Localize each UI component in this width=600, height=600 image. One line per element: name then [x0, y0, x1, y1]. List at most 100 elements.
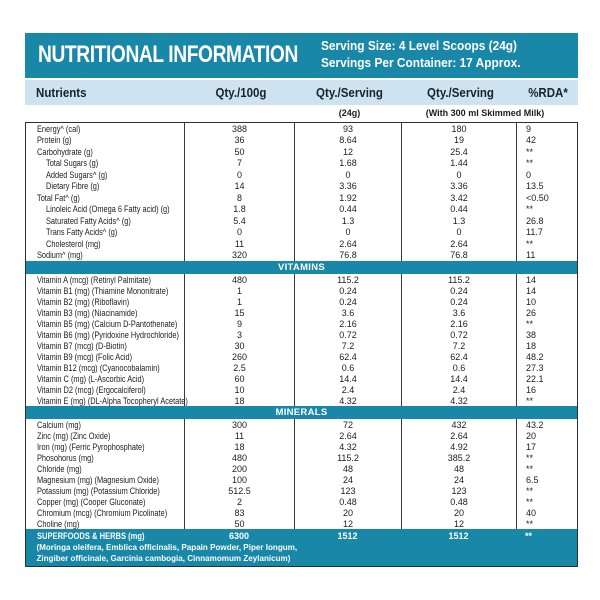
cell-qty-100g: 6300: [228, 530, 250, 541]
row-label: Vitamin B9 (mcg) (Folic Acid): [37, 351, 133, 362]
cell-qty-serving-milk: 0.44: [401, 203, 516, 215]
cell-qty-serving: 4.32: [294, 441, 401, 452]
superfoods-ingredients-line2: Zingiber officinale, Garcinia cambogia, …: [36, 552, 291, 563]
cell-qty-100g: 200: [184, 463, 294, 474]
cell-qty-serving-milk: 0.24: [401, 296, 516, 307]
row-label: Total Sugars (g): [46, 158, 99, 169]
row-label: Vitamin B7 (mcg) (D-Biotin): [37, 340, 127, 351]
cell-qty-serving-milk: 123: [401, 485, 516, 496]
cell-rda: **: [516, 157, 576, 169]
cell-qty-100g: 50: [184, 518, 294, 529]
row-label: SUPERFOODS & HERBS (mg): [37, 530, 145, 541]
cell-qty-serving: 24: [294, 474, 401, 485]
cell-rda: 9: [516, 123, 576, 135]
cell-qty-serving: 4.32: [294, 395, 401, 406]
cell-qty-serving-milk: 1.44: [401, 157, 516, 169]
cell-qty-serving: 2.16: [294, 318, 401, 329]
cell-rda: **: [516, 463, 576, 474]
cell-qty-100g: 260: [184, 351, 294, 362]
cell-qty-100g: 300: [184, 419, 294, 430]
cell-qty-serving: 12: [294, 146, 401, 158]
cell-rda: **: [516, 395, 576, 406]
cell-qty-serving: 0: [294, 169, 401, 181]
row-label: Chromium (mcg) (Chromium Picolinate): [37, 507, 168, 518]
table-row: Chloride (mg) 200 48 48 **: [26, 463, 577, 474]
cell-qty-serving: 2.4: [294, 384, 401, 395]
cell-qty-100g: 3: [184, 329, 294, 340]
row-label: Vitamin D2 (mcg) (Ergocalciferol): [37, 384, 146, 395]
cell-qty-serving: 7.2: [294, 340, 401, 351]
cell-qty-serving: 115.2: [294, 452, 401, 463]
cell-qty-serving: 1.3: [294, 215, 401, 227]
table-row: Vitamin B2 (mg) (Riboflavin) 1 0.24 0.24 10: [26, 296, 577, 307]
row-label: Choline (mg): [37, 518, 80, 529]
table-row: Dietary Fibre (g) 14 3.36 3.36 13.5: [26, 180, 577, 192]
cell-qty-serving-milk: 20: [401, 507, 516, 518]
row-label: Vitamin A (mcg) (Retinyl Palmitate): [37, 274, 152, 285]
row-label: Potassium (mg) (Potassium Chloride): [37, 485, 160, 496]
serving-size: Serving Size: 4 Level Scoops (24g): [321, 39, 518, 53]
cell-qty-serving: 0: [294, 226, 401, 238]
row-label: Magnesium (mg) (Magnesium Oxide): [37, 474, 159, 485]
row-label: Total Fat^ (g): [37, 192, 80, 203]
cell-qty-serving: 0.24: [294, 296, 401, 307]
row-label: Copper (mg) (Cooper Gluconate): [37, 496, 146, 507]
table-row: Iron (mg) (Ferric Pyrophosphate) 18 4.32 4.…: [26, 441, 577, 452]
cell-rda: **: [516, 146, 576, 158]
table-row: Vitamin A (mcg) (Retinyl Palmitate) 480 11…: [26, 274, 577, 285]
cell-rda: 10: [516, 296, 576, 307]
cell-rda: 14: [516, 274, 576, 285]
cell-qty-serving: 62.4: [294, 351, 401, 362]
cell-rda: 27.3: [516, 362, 576, 373]
table-row: Linoleic Acid (Omega 6 Fatty acid) (g) 1.…: [26, 203, 577, 215]
sub-header-skimmed-milk: (With 300 ml Skimmed Milk): [425, 108, 545, 118]
cell-qty-serving-milk: 0.48: [401, 496, 516, 507]
cell-rda: **: [516, 452, 576, 463]
row-label: Vitamin B1 (mg) (Thiamine Mononitrate): [37, 285, 169, 296]
serving-info: Serving Size: 4 Level Scoops (24g) Servi…: [321, 38, 521, 72]
cell-rda: 38: [516, 329, 576, 340]
table-row: Trans Fatty Acids^ (g) 0 0 0 11.7: [26, 226, 577, 238]
cell-qty-100g: 8: [184, 192, 294, 204]
cell-rda: **: [516, 203, 576, 215]
row-label: Energy^ (cal): [37, 123, 81, 134]
table-row: Vitamin B5 (mg) (Calcium D-Pantothenate)…: [26, 318, 577, 329]
table-row: Vitamin B3 (mg) (Niacinamide) 15 3.6 3.6 26: [26, 307, 577, 318]
cell-qty-serving-milk: 0: [401, 226, 516, 238]
cell-qty-100g: 100: [184, 474, 294, 485]
column-header-qty-serving-milk: Qty./Serving: [427, 85, 494, 100]
table-row: Vitamin B1 (mg) (Thiamine Mononitrate) 1 0…: [26, 285, 577, 296]
column-header-row: Nutrients Qty./100g Qty./Serving Qty./Se…: [25, 80, 578, 105]
table-row: Protein (g) 36 8.64 19 42: [26, 134, 577, 146]
row-label: Vitamin B3 (mg) (Niacinamide): [37, 307, 138, 318]
cell-qty-serving-milk: 19: [401, 134, 516, 146]
table-row: Choline (mg) 50 12 12 **: [26, 518, 577, 529]
title-band: NUTRITIONAL INFORMATION Serving Size: 4 …: [25, 33, 578, 78]
cell-rda: 18: [516, 340, 576, 351]
cell-rda: 11: [516, 249, 576, 261]
cell-qty-100g: 36: [184, 134, 294, 146]
table-row: Potassium (mg) (Potassium Chloride) 512.5…: [26, 485, 577, 496]
cell-rda: 6.5: [516, 474, 576, 485]
table-row: Zinc (mg) (Zinc Oxide) 11 2.64 2.64 20: [26, 430, 577, 441]
table-row: Vitamin C (mg) (L-Ascorbic Acid) 60 14.4 14…: [26, 373, 577, 384]
cell-qty-100g: 9: [184, 318, 294, 329]
cell-qty-serving: 2.64: [294, 430, 401, 441]
cell-qty-100g: 2: [184, 496, 294, 507]
cell-qty-serving-milk: 12: [401, 518, 516, 529]
cell-rda: **: [525, 530, 533, 541]
table-row: Vitamin D2 (mcg) (Ergocalciferol) 10 2.4 2.…: [26, 384, 577, 395]
cell-rda: 26: [516, 307, 576, 318]
cell-qty-serving-milk: 0.6: [401, 362, 516, 373]
cell-rda: **: [516, 496, 576, 507]
row-label: Vitamin B6 (mg) (Pyridoxine Hydrochlorid…: [37, 329, 179, 340]
cell-qty-serving-milk: 1512: [448, 530, 469, 541]
cell-qty-100g: 0: [184, 169, 294, 181]
table-row: SUPERFOODS & HERBS (mg) 6300 1512 1512 *…: [26, 529, 577, 542]
cell-qty-serving-milk: 25.4: [401, 146, 516, 158]
table-section: MINERALS Calcium (mg) 300 72 432 43.2 Zinc (mg…: [26, 406, 577, 529]
section-band-minerals: MINERALS: [26, 406, 577, 419]
cell-qty-serving-milk: 62.4: [401, 351, 516, 362]
cell-qty-100g: 512.5: [184, 485, 294, 496]
cell-rda: 11.7: [516, 226, 576, 238]
